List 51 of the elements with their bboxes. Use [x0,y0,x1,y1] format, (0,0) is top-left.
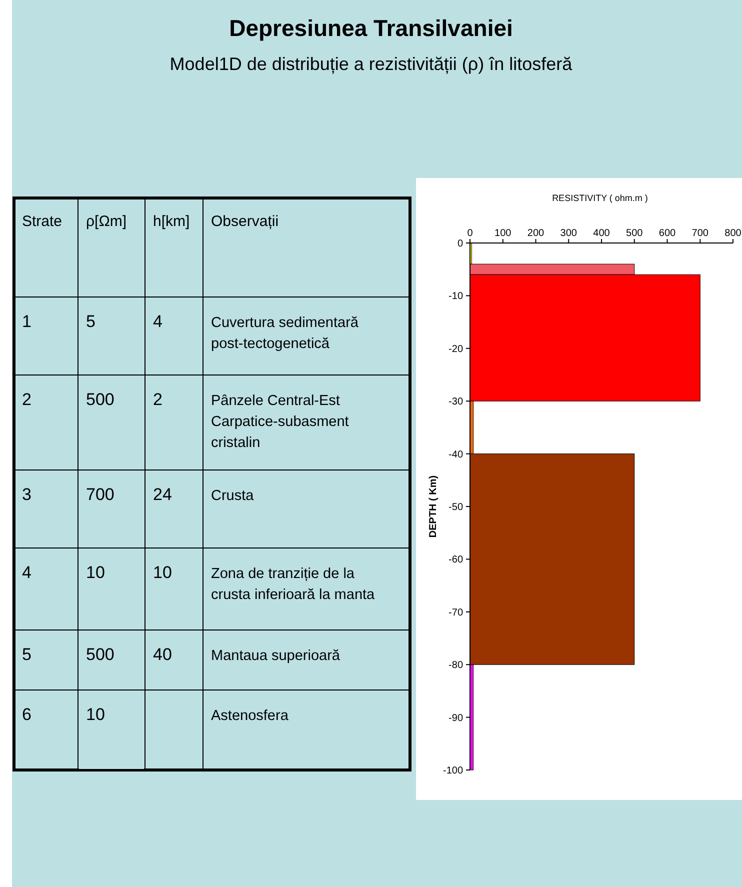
y-tick-label: -100 [442,766,464,776]
y-tick-label: -30 [448,396,464,408]
data-label: 5 [86,312,96,331]
y-tick-label: -60 [448,554,464,566]
data-label: 10 [86,705,105,724]
x-tick-label: 200 [527,228,545,239]
text: Depresiunea Transilvaniei [229,15,513,41]
y-tick-label: -70 [448,607,464,618]
y2-tick-label: Mantaua superioară [211,648,341,664]
y-tick-label: -50 [448,502,464,513]
y-tick-label: 6 [22,705,32,724]
data-label: 40 [153,645,172,664]
y2-tick-label: Pânzele Central-Est Carpatice-subasment cristalin [211,393,349,451]
x-tick-label: 0 [467,228,474,239]
y-tick-label: -40 [448,449,464,460]
y-tick-label: 1 [22,312,32,331]
y-tick-label: 4 [22,563,32,582]
data-label: 500 [86,390,114,409]
x-axis-title: RESISTIVITY ( ohm.m ) [552,193,648,203]
x-tick-label: h[km] [153,213,190,230]
y-tick-label: -80 [448,660,464,672]
x-tick-label: ρ[Ωm] [86,213,127,230]
x-tick-label: 600 [658,228,676,239]
y-tick-label: -10 [448,291,464,302]
y-tick-label: 3 [22,485,32,504]
x-tick-label: 800 [724,228,742,239]
data-label: 4 [153,312,162,331]
x-tick-label: 700 [692,228,709,239]
data-label: 24 [153,485,172,504]
y-tick-label: 5 [22,645,32,664]
data-label: 700 [86,485,114,504]
y-tick-label: 2 [22,390,32,409]
y2-tick-label: Cuvertura sedimentară post-tectogenetică [211,315,360,352]
y2-axis-title: Observații [211,213,279,230]
x-tick-label: 400 [593,228,610,239]
x-tick-label: 100 [494,228,512,239]
data-label: 500 [86,645,114,664]
x-tick-label: 300 [560,228,578,239]
y-tick-label: 0 [457,238,464,250]
y2-tick-label: Astenosfera [211,708,290,724]
y2-tick-label: Crusta [211,488,255,504]
x-tick-label: 500 [626,228,644,239]
y-axis-title: DEPTH ( Km) [428,475,439,538]
y-tick-label: -90 [448,712,464,724]
data-label: 10 [86,563,105,582]
y-axis-title: Strate [22,213,62,230]
y2-tick-label: Zona de tranziție de la crusta inferioară la manta [211,566,376,603]
data-label: 2 [153,390,162,409]
y-tick-label: -20 [448,344,464,355]
data-label: 10 [153,563,172,582]
text: Model1D de distribuție a rezistivității (ρ) în litosferă [170,54,574,74]
